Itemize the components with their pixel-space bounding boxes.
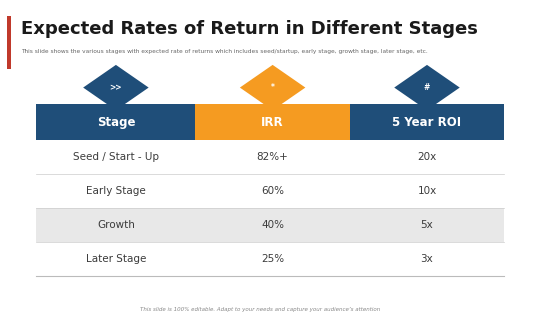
Text: #: # <box>424 83 430 92</box>
Text: This slide shows the various stages with expected rate of returns which includes: This slide shows the various stages with… <box>21 49 427 54</box>
Polygon shape <box>394 65 460 110</box>
FancyBboxPatch shape <box>195 104 350 140</box>
FancyBboxPatch shape <box>36 208 504 242</box>
Text: Seed / Start - Up: Seed / Start - Up <box>73 152 159 162</box>
FancyBboxPatch shape <box>36 140 504 174</box>
Text: Growth: Growth <box>97 220 135 230</box>
Text: 5x: 5x <box>421 220 433 230</box>
Text: 5 Year ROI: 5 Year ROI <box>393 116 461 129</box>
Text: 25%: 25% <box>261 254 284 264</box>
Text: Early Stage: Early Stage <box>86 186 146 196</box>
Text: *: * <box>270 83 274 92</box>
Text: 60%: 60% <box>261 186 284 196</box>
Text: >>: >> <box>110 83 122 92</box>
Polygon shape <box>240 65 305 110</box>
Text: Expected Rates of Return in Different Stages: Expected Rates of Return in Different St… <box>21 20 478 38</box>
Text: Later Stage: Later Stage <box>86 254 146 264</box>
Text: 3x: 3x <box>421 254 433 264</box>
FancyBboxPatch shape <box>36 242 504 276</box>
Text: IRR: IRR <box>262 116 284 129</box>
FancyBboxPatch shape <box>36 174 504 208</box>
Text: 40%: 40% <box>261 220 284 230</box>
Text: This slide is 100% editable. Adapt to your needs and capture your audience’s att: This slide is 100% editable. Adapt to yo… <box>140 307 380 312</box>
Text: 82%+: 82%+ <box>256 152 288 162</box>
Text: Stage: Stage <box>97 116 135 129</box>
Text: 10x: 10x <box>417 186 437 196</box>
Text: 20x: 20x <box>417 152 437 162</box>
FancyBboxPatch shape <box>350 104 504 140</box>
Polygon shape <box>83 65 148 110</box>
FancyBboxPatch shape <box>36 104 195 140</box>
